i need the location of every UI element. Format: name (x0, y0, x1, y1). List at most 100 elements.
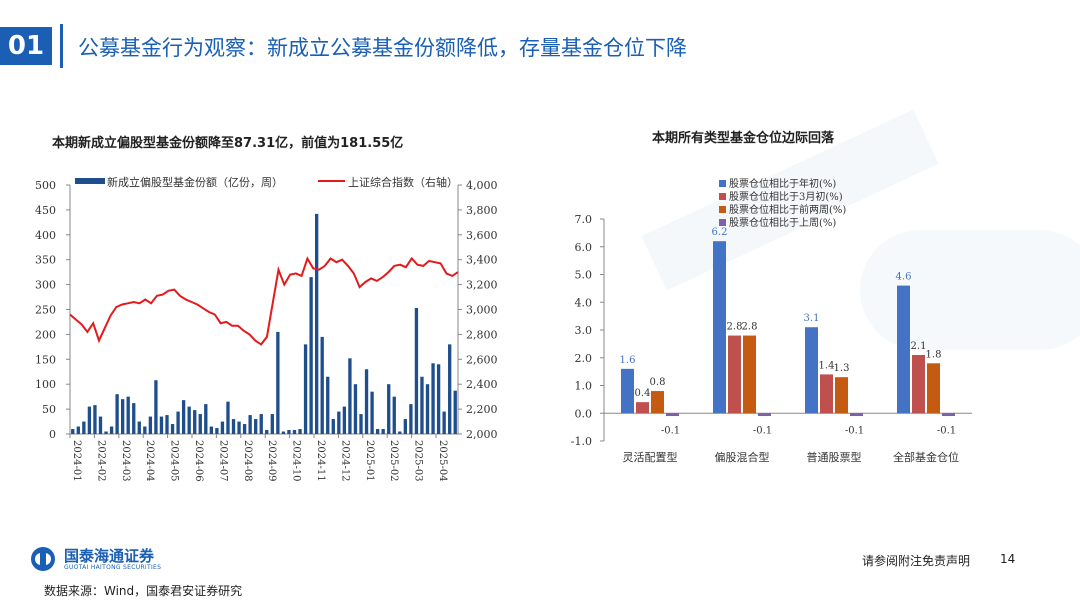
right-chart-title: 本期所有类型基金仓位边际回落 (652, 131, 835, 146)
fund-share-bar (231, 419, 236, 434)
fund-share-bar (209, 426, 214, 434)
x-tick-label: 2024-05 (169, 440, 180, 482)
fund-share-bar (143, 426, 147, 434)
fund-share-bar (120, 399, 125, 434)
position-bar (743, 335, 756, 414)
x-tick-label: 2025-02 (388, 440, 399, 482)
position-bar (758, 413, 771, 417)
category-label: 普通股票型 (807, 450, 862, 464)
fund-share-bar (215, 428, 219, 434)
fund-share-bar (181, 400, 186, 434)
fund-share-bar (237, 421, 241, 434)
right-y-tick-label: 3,600 (466, 229, 498, 242)
fund-share-bar (137, 421, 141, 434)
x-tick-label: 2025-04 (437, 440, 448, 482)
data-label: -0.1 (937, 425, 956, 436)
category-label: 全部基金仓位 (893, 450, 959, 464)
fund-share-bar (320, 336, 324, 434)
data-source: 数据来源：Wind，国泰君安证券研究 (44, 584, 243, 598)
section-number-badge: 01 (0, 27, 52, 65)
fund-share-bar (342, 406, 347, 434)
fund-share-bar (93, 405, 97, 434)
right-y-tick-label: 3,200 (466, 279, 498, 292)
fund-share-bar (204, 404, 208, 434)
left-y-tick-label: 150 (35, 353, 56, 366)
logo-emblem-icon (30, 546, 56, 572)
fund-share-bar (303, 344, 308, 434)
fund-share-bar (193, 410, 197, 434)
left-y-tick-label: 250 (35, 304, 56, 317)
fund-share-bar (414, 308, 419, 434)
data-label: 1.6 (620, 355, 636, 366)
title-divider (60, 24, 63, 68)
fund-share-bar (98, 416, 103, 434)
position-bar (636, 402, 649, 414)
y-tick-label: -1.0 (571, 435, 592, 448)
y-tick-label: 2.0 (575, 352, 593, 365)
left-chart-title: 本期新成立偏股型基金份额降至87.31亿，前值为181.55亿 (52, 136, 404, 151)
right-y-tick-label: 4,000 (466, 179, 498, 192)
fund-share-bar (431, 363, 435, 434)
slide-title: 公募基金行为观察：新成立公募基金份额降低，存量基金仓位下降 (78, 36, 687, 60)
fund-share-bar (148, 416, 153, 434)
position-bar (805, 327, 818, 414)
company-logo: 国泰海通证券 GUOTAI HAITONG SECURITIES (30, 546, 161, 572)
fund-share-bar (436, 364, 441, 434)
fund-share-bar (276, 331, 280, 434)
data-label: -0.1 (845, 425, 864, 436)
data-label: 0.8 (650, 377, 666, 388)
fund-share-bar (104, 431, 108, 434)
position-bar (666, 413, 679, 417)
fund-share-bar (126, 396, 130, 434)
fund-share-bar (87, 406, 92, 434)
right-y-tick-label: 2,800 (466, 328, 498, 341)
x-tick-label: 2024-12 (339, 440, 350, 482)
fund-share-bar (359, 414, 363, 434)
data-label: 0.4 (635, 388, 651, 399)
fund-share-bar (292, 430, 297, 434)
x-tick-label: 2024-03 (120, 440, 131, 482)
category-label: 偏股混合型 (715, 450, 770, 464)
x-tick-label: 2024-04 (144, 440, 155, 482)
right-y-tick-label: 2,200 (466, 403, 498, 416)
page-number: 14 (1000, 552, 1016, 566)
fund-share-bar (453, 390, 457, 434)
fund-share-bar (425, 384, 430, 434)
right-y-tick-label: 2,600 (466, 353, 498, 366)
fund-share-bar (198, 414, 202, 434)
legend-line-label: 上证综合指数（右轴） (348, 175, 458, 189)
fund-share-bar (403, 419, 408, 434)
y-tick-label: 1.0 (575, 380, 593, 393)
position-bar (942, 413, 955, 417)
fund-share-bar (337, 411, 341, 434)
data-label: -0.1 (753, 425, 772, 436)
y-tick-label: 5.0 (575, 269, 593, 282)
fund-share-bar (82, 421, 86, 434)
fund-share-bar (242, 424, 247, 434)
right-y-tick-label: 2,000 (466, 428, 498, 441)
fund-share-bar (259, 414, 263, 434)
fund-share-bar (170, 424, 175, 434)
position-bar (835, 377, 848, 414)
left-y-tick-label: 0 (49, 428, 56, 441)
left-y-tick-label: 350 (35, 254, 56, 267)
category-label: 灵活配置型 (623, 450, 678, 464)
position-bar (728, 335, 741, 414)
fund-share-bar (448, 344, 452, 434)
x-tick-label: 2024-07 (217, 440, 228, 482)
fund-share-bar (314, 213, 319, 434)
fund-share-bar (381, 429, 385, 434)
position-bar (621, 368, 634, 414)
fund-share-bar (375, 429, 380, 434)
fund-share-bar (220, 421, 225, 434)
logo-english-name: GUOTAI HAITONG SECURITIES (64, 563, 162, 571)
y-tick-label: 6.0 (575, 241, 593, 254)
fund-share-bar (398, 431, 402, 434)
fund-share-bar (176, 411, 180, 434)
fund-share-bar (159, 416, 164, 434)
x-tick-label: 2024-08 (242, 440, 253, 482)
left-y-tick-label: 400 (35, 229, 56, 242)
y-tick-label: 0.0 (575, 407, 593, 420)
position-bar (651, 391, 664, 414)
fund-share-bar (409, 404, 413, 434)
